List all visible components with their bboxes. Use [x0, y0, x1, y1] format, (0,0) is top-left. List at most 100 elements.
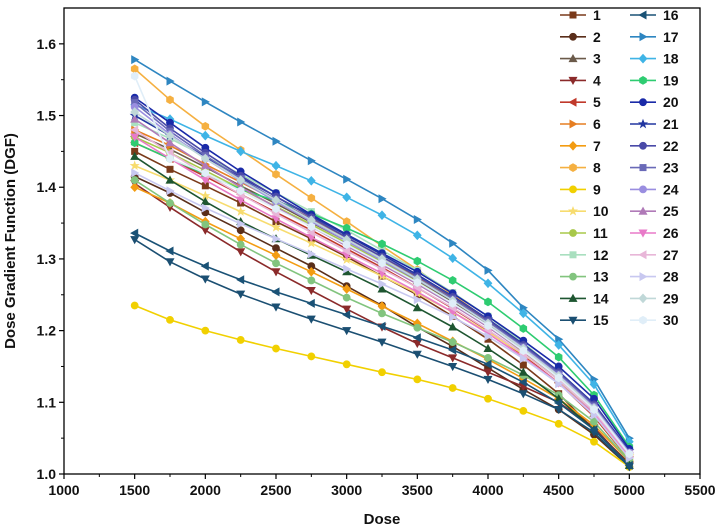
series-28 [131, 168, 634, 463]
data-point [307, 276, 316, 285]
data-point [236, 336, 245, 344]
legend-item: 26 [630, 225, 679, 241]
y-tick-label: 1.4 [37, 179, 57, 195]
data-point [237, 117, 246, 127]
legend-item: 1 [560, 7, 601, 23]
legend-marker [638, 250, 647, 260]
data-point [483, 278, 493, 289]
legend-marker [568, 53, 578, 63]
legend-marker [569, 32, 577, 41]
data-point [484, 394, 492, 403]
legend-label: 28 [663, 269, 679, 285]
legend-marker [569, 11, 577, 19]
data-point [378, 309, 386, 318]
data-point [131, 55, 140, 65]
data-point [306, 175, 316, 186]
legend-marker [568, 316, 578, 325]
data-point [201, 168, 210, 178]
data-point [518, 367, 528, 376]
legend-label: 9 [593, 181, 601, 197]
data-point [307, 249, 316, 259]
legend-item: 24 [630, 181, 679, 197]
data-point [589, 425, 598, 435]
data-point [272, 344, 280, 353]
data-point [625, 449, 634, 459]
data-point [519, 324, 528, 333]
x-tick-label: 5000 [614, 482, 645, 498]
y-tick-label: 1.6 [37, 36, 57, 52]
data-point [483, 368, 493, 377]
data-point [377, 338, 387, 347]
legend-item: 6 [560, 116, 601, 132]
data-point [378, 258, 386, 268]
data-point [306, 298, 315, 308]
legend-marker [569, 163, 577, 172]
data-point [449, 312, 458, 322]
legend-item: 13 [560, 269, 609, 285]
data-point [413, 214, 422, 225]
legend-item: 16 [630, 7, 679, 23]
legend-label: 30 [663, 312, 679, 328]
data-point [306, 266, 316, 277]
data-point [342, 360, 351, 369]
legend-label: 13 [593, 269, 609, 285]
x-tick-label: 1000 [48, 482, 79, 498]
legend-label: 15 [593, 312, 609, 328]
legend-item: 5 [560, 94, 601, 110]
data-point [306, 315, 316, 324]
legend-marker [569, 185, 577, 194]
data-point [166, 76, 175, 86]
legend-label: 17 [663, 29, 679, 45]
legend-marker [568, 97, 577, 107]
data-point [271, 303, 281, 312]
data-point [519, 354, 528, 364]
y-axis-title: Dose Gradient Function (DGF) [2, 133, 19, 349]
data-point [130, 176, 139, 184]
data-point [271, 287, 280, 297]
data-point [200, 196, 210, 206]
data-point [271, 268, 281, 277]
data-point [307, 156, 316, 166]
legend-label: 20 [663, 94, 679, 110]
legend-label: 10 [593, 203, 609, 219]
data-point [272, 136, 281, 146]
data-point [130, 114, 140, 123]
x-tick-label: 4000 [472, 482, 503, 498]
data-point [130, 64, 139, 74]
x-tick-label: 2000 [190, 482, 221, 498]
data-point [271, 250, 281, 261]
data-point [554, 340, 564, 350]
data-point [201, 220, 210, 229]
legend-item: 10 [560, 203, 609, 219]
legend-item: 27 [630, 247, 679, 263]
data-point [130, 228, 139, 238]
data-point [130, 301, 139, 310]
data-point [412, 303, 422, 312]
data-point [342, 246, 351, 256]
data-point [130, 133, 140, 142]
x-tick-label: 3000 [331, 482, 362, 498]
legend-label: 18 [663, 51, 679, 67]
legend-marker [569, 119, 578, 129]
legend-marker [639, 98, 647, 107]
data-point [590, 405, 598, 414]
data-point [130, 125, 139, 135]
data-point [236, 248, 246, 257]
data-point [130, 182, 140, 193]
data-point [307, 352, 316, 361]
x-axis-title: Dose [364, 511, 401, 528]
data-point [165, 138, 175, 147]
data-point [343, 174, 352, 184]
y-tick-label: 1.1 [37, 394, 57, 410]
data-point [448, 299, 457, 308]
legend-marker [568, 293, 578, 302]
data-point [413, 323, 422, 332]
legend: 1234567891011121314151617181920212223242… [560, 7, 679, 328]
data-point [236, 226, 245, 235]
legend-item: 19 [630, 72, 679, 88]
x-axis: 1000 1500 2000 2500 3000 3500 4000 4500 5000 5500 [48, 474, 716, 498]
legend-label: 16 [663, 7, 679, 23]
series-layer [129, 55, 635, 472]
legend-marker [639, 141, 647, 150]
data-point [271, 160, 281, 171]
